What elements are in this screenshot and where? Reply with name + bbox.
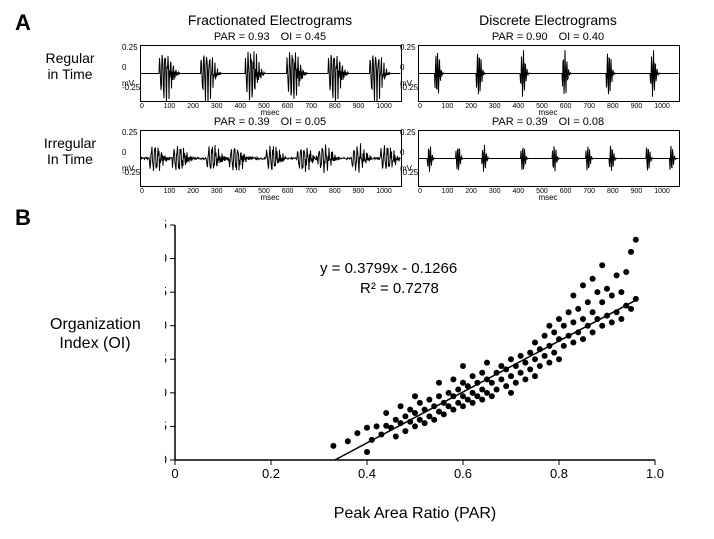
panel-b: B Organization Index (OI) 0 0.2 0.4 0.6 0.8 1…	[10, 205, 704, 529]
egm-y-unit: mV	[400, 79, 412, 88]
r-squared: R² = 0.7278	[360, 280, 439, 297]
egm-box	[140, 130, 402, 187]
y-axis-label-l2: Index (OI)	[59, 335, 130, 352]
panel-a: A Fractionated Electrograms Discrete Ele…	[10, 10, 704, 200]
row-label-irregular-l2: In Time	[47, 151, 93, 167]
egm-caption: PAR = 0.90 OI = 0.40	[418, 31, 678, 43]
egm-box	[418, 45, 680, 102]
svg-text:0.6: 0.6	[454, 466, 472, 481]
egm-x-unit: msec	[418, 193, 678, 202]
egm-caption: PAR = 0.39 OI = 0.05	[140, 116, 400, 128]
svg-text:0.25: 0.25	[165, 284, 167, 299]
svg-text:0.15: 0.15	[165, 351, 167, 366]
egm-x-unit: msec	[140, 193, 400, 202]
row-label-regular: Regular in Time	[30, 50, 110, 82]
egm-box	[418, 130, 680, 187]
panel-b-label: B	[15, 205, 31, 231]
egm-caption: PAR = 0.39 OI = 0.08	[418, 116, 678, 128]
col-header-fractionated: Fractionated Electrograms	[140, 12, 400, 28]
row-label-irregular-l1: Irregular	[44, 135, 96, 151]
y-axis-label-l1: Organization	[50, 316, 141, 333]
svg-text:0.10: 0.10	[165, 385, 167, 400]
y-axis-label: Organization Index (OI)	[50, 315, 140, 353]
svg-text:0.35: 0.35	[165, 220, 167, 232]
svg-text:0.2: 0.2	[262, 466, 280, 481]
egm-caption: PAR = 0.93 OI = 0.45	[140, 31, 400, 43]
x-axis-label: Peak Area Ratio (PAR)	[165, 505, 665, 523]
panel-a-label: A	[15, 10, 31, 36]
svg-text:0.05: 0.05	[165, 418, 167, 433]
svg-text:0.30: 0.30	[165, 251, 167, 266]
svg-text:0: 0	[165, 452, 167, 467]
svg-text:0: 0	[171, 466, 178, 481]
svg-text:1.0: 1.0	[646, 466, 664, 481]
egm-y-unit: mV	[400, 164, 412, 173]
col-header-discrete: Discrete Electrograms	[418, 12, 678, 28]
svg-text:0.8: 0.8	[550, 466, 568, 481]
svg-text:0.4: 0.4	[358, 466, 376, 481]
row-label-regular-l2: in Time	[47, 66, 92, 82]
egm-y-unit: mV	[122, 164, 134, 173]
row-label-irregular: Irregular In Time	[30, 135, 110, 167]
egm-box	[140, 45, 402, 102]
regression-equation: y = 0.3799x - 0.1266	[320, 260, 457, 277]
svg-text:0.20: 0.20	[165, 318, 167, 333]
egm-y-unit: mV	[122, 79, 134, 88]
row-label-regular-l1: Regular	[45, 50, 94, 66]
